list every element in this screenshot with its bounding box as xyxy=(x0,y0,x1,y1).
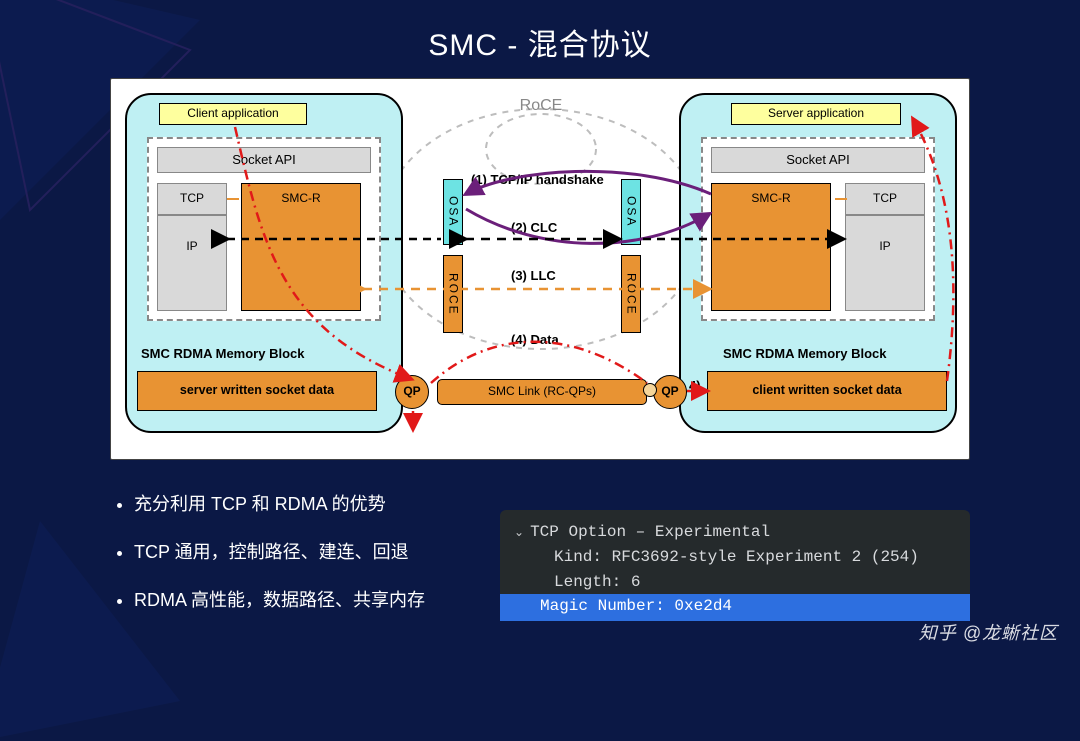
bullet-item: RDMA 高性能，数据路径、共享内存 xyxy=(134,586,550,612)
page-title: SMC - 混合协议 xyxy=(0,20,1080,64)
bullet-list: 充分利用 TCP 和 RDMA 的优势 TCP 通用，控制路径、建连、回退 RD… xyxy=(110,490,550,634)
code-magic-line: Magic Number: 0xe2d4 xyxy=(500,594,970,621)
bullet-item: TCP 通用，控制路径、建连、回退 xyxy=(134,538,550,564)
code-length-line: Length: 6 xyxy=(514,570,956,595)
code-title-line: ⌄TCP Option – Experimental xyxy=(514,520,956,545)
diagram-arrows xyxy=(111,79,971,461)
smc-diagram: RoCE Client application Socket API TCP I… xyxy=(110,78,970,460)
bullet-item: 充分利用 TCP 和 RDMA 的优势 xyxy=(134,490,550,516)
chevron-down-icon: ⌄ xyxy=(514,524,524,543)
tcp-option-codebox: ⌄TCP Option – Experimental Kind: RFC3692… xyxy=(500,510,970,621)
watermark: 知乎 @龙蜥社区 xyxy=(919,619,1058,645)
code-kind-line: Kind: RFC3692-style Experiment 2 (254) xyxy=(514,545,956,570)
